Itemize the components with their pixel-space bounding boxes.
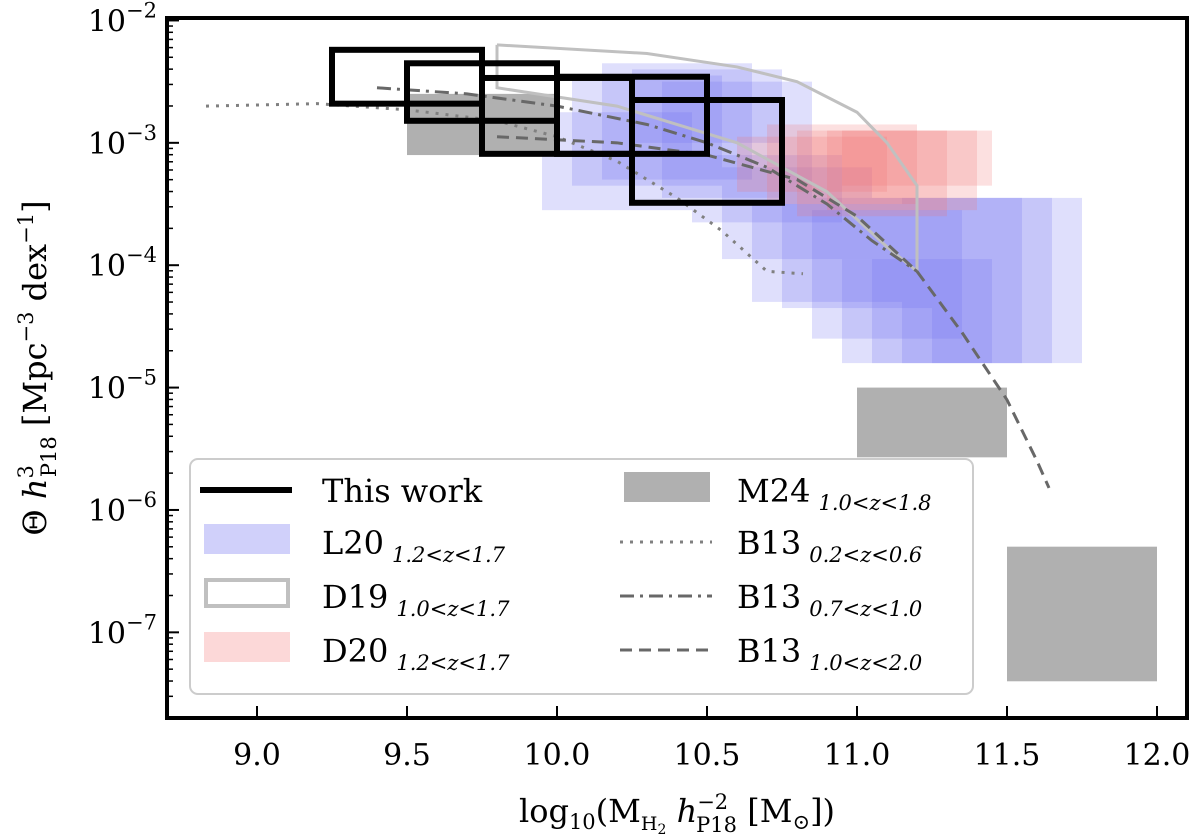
d20-box-4 (827, 130, 977, 211)
plot-data (205, 43, 1157, 682)
legend-label-this-work: This work (322, 472, 483, 510)
x-tick-label-1: 9.0 (233, 738, 281, 773)
legend-swatch-d20-1-2-z-1-7 (204, 632, 290, 662)
this-work-box-5 (629, 96, 785, 206)
axis-ticks: 9.0 9.5 10.0 10.5 11.0 11.5 12.0 10−2 10−3 10−4 10… (88, 0, 1191, 773)
x-tick-label-2: 9.5 (383, 738, 431, 773)
x-tick-label-5: 11.0 (824, 738, 891, 773)
legend-label-b13-1-0-z-2-0: B13 1.0<z<2.0 (737, 632, 922, 675)
l20-box-7 (722, 167, 872, 260)
y-tick-label-1: 10−2 (88, 0, 157, 39)
legend: This work L20 1.2<z<1.7 D19 1.0<z<1.7 D20 1.2<… (189, 458, 974, 695)
legend-label-b13-0-7-z-1-0: B13 0.7<z<1.0 (737, 578, 922, 621)
d20-box-2 (767, 124, 917, 205)
y-axis-label: Θ h3P18 [Mpc−3 dex−1] (14, 200, 61, 535)
x-tick-label-6: 11.5 (974, 738, 1041, 773)
m24-box-3 (1007, 546, 1157, 682)
legend-swatch-m24-1-0-z-1-8 (624, 472, 710, 502)
x-tick-label-4: 10.5 (674, 738, 741, 773)
l20-box-12 (872, 197, 1022, 364)
legend-swatch-d19-1-0-z-1-7 (204, 578, 290, 608)
y-tick-label-4: 10−5 (88, 366, 157, 407)
l20-box-14 (932, 197, 1082, 364)
l20-box-9 (782, 197, 932, 309)
legend-label-l20-1-2-z-1-7: L20 1.2<z<1.7 (322, 524, 506, 567)
b13-1-0-z-2-0-line (496, 135, 1051, 489)
m24-box-2 (857, 387, 1007, 458)
y-tick-label-3: 10−4 (88, 243, 157, 284)
l20-box-1 (542, 112, 692, 211)
x-tick-label-3: 10.0 (524, 738, 591, 773)
axes-frame (165, 16, 1189, 720)
x-axis-label: log10(MH2 h−2 P18 [M⊙]) (519, 790, 835, 836)
legend-label-d20-1-2-z-1-7: D20 1.2<z<1.7 (322, 632, 510, 675)
d19-outline (495, 43, 919, 275)
l20-box-13 (902, 197, 1052, 364)
d20-box-5 (842, 130, 992, 186)
x-tick-label-7: 12.0 (1124, 738, 1191, 773)
b13-0-7-z-1-0-line (376, 86, 918, 273)
legend-label-b13-0-2-z-0-6: B13 0.2<z<0.6 (737, 524, 922, 567)
y-tick-label-6: 10−7 (88, 610, 157, 651)
l20-box-11 (842, 259, 992, 364)
y-tick-label-5: 10−6 (88, 488, 157, 529)
legend-swatch-l20-1-2-z-1-7 (204, 524, 290, 554)
legend-box (189, 458, 974, 695)
legend-label-d19-1-0-z-1-7: D19 1.0<z<1.7 (322, 578, 510, 621)
legend-label-m24-1-0-z-1-8: M24 1.0<z<1.8 (737, 472, 932, 515)
l20-box-8 (752, 204, 902, 302)
y-tick-label-2: 10−3 (88, 121, 157, 162)
l20-box-6 (692, 155, 842, 223)
l20-box-10 (812, 210, 962, 339)
